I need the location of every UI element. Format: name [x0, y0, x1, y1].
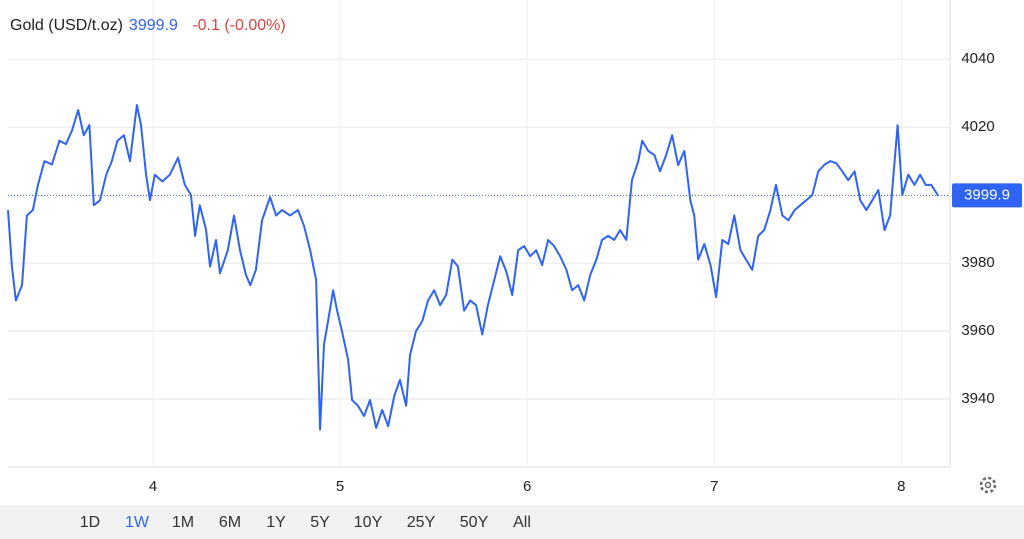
settings-icon[interactable]: [979, 476, 997, 494]
range-button[interactable]: 50Y: [459, 514, 489, 531]
range-button[interactable]: All: [513, 514, 531, 531]
price-tag: [952, 183, 1022, 208]
range-button[interactable]: 1W: [125, 514, 149, 531]
x-tick-label: 4: [149, 478, 157, 495]
x-tick-label: 7: [710, 478, 718, 495]
gear-inner: [984, 481, 992, 489]
x-tick-label: 6: [523, 478, 531, 495]
chart: 3940 3960 3980 4020 4040 4 5 6 7 8 3999.9: [7, 0, 1022, 495]
x-tick-label: 8: [897, 478, 905, 495]
range-button[interactable]: 1M: [171, 514, 195, 531]
range-button[interactable]: 1D: [79, 514, 101, 531]
gear-outer: [979, 476, 997, 494]
header: Gold (USD/t.oz) 3999.9 -0.1 (-0.00%): [10, 17, 292, 35]
range-button[interactable]: 10Y: [353, 514, 383, 531]
range-button[interactable]: 5Y: [310, 514, 330, 531]
price-line: [7, 104, 940, 431]
y-tick-label: 4040: [961, 50, 994, 67]
price-tag-label: 3999.9: [964, 186, 1010, 203]
range-bar: 1D 1W 1M 6M 1Y 5Y 10Y 25Y 50Y All: [0, 505, 1024, 539]
y-tick-label: 4020: [961, 118, 994, 135]
price: 3999.9: [128, 17, 178, 34]
title: Gold (USD/t.oz): [10, 17, 123, 34]
range-button[interactable]: 6M: [218, 514, 242, 531]
change: -0.1 (-0.00%): [192, 17, 286, 34]
range-button[interactable]: 1Y: [266, 514, 286, 531]
y-tick-label: 3940: [961, 390, 994, 407]
y-tick-label: 3980: [961, 254, 994, 271]
y-tick-label: 3960: [961, 322, 994, 339]
x-tick-label: 5: [336, 478, 344, 495]
range-button[interactable]: 25Y: [406, 514, 436, 531]
